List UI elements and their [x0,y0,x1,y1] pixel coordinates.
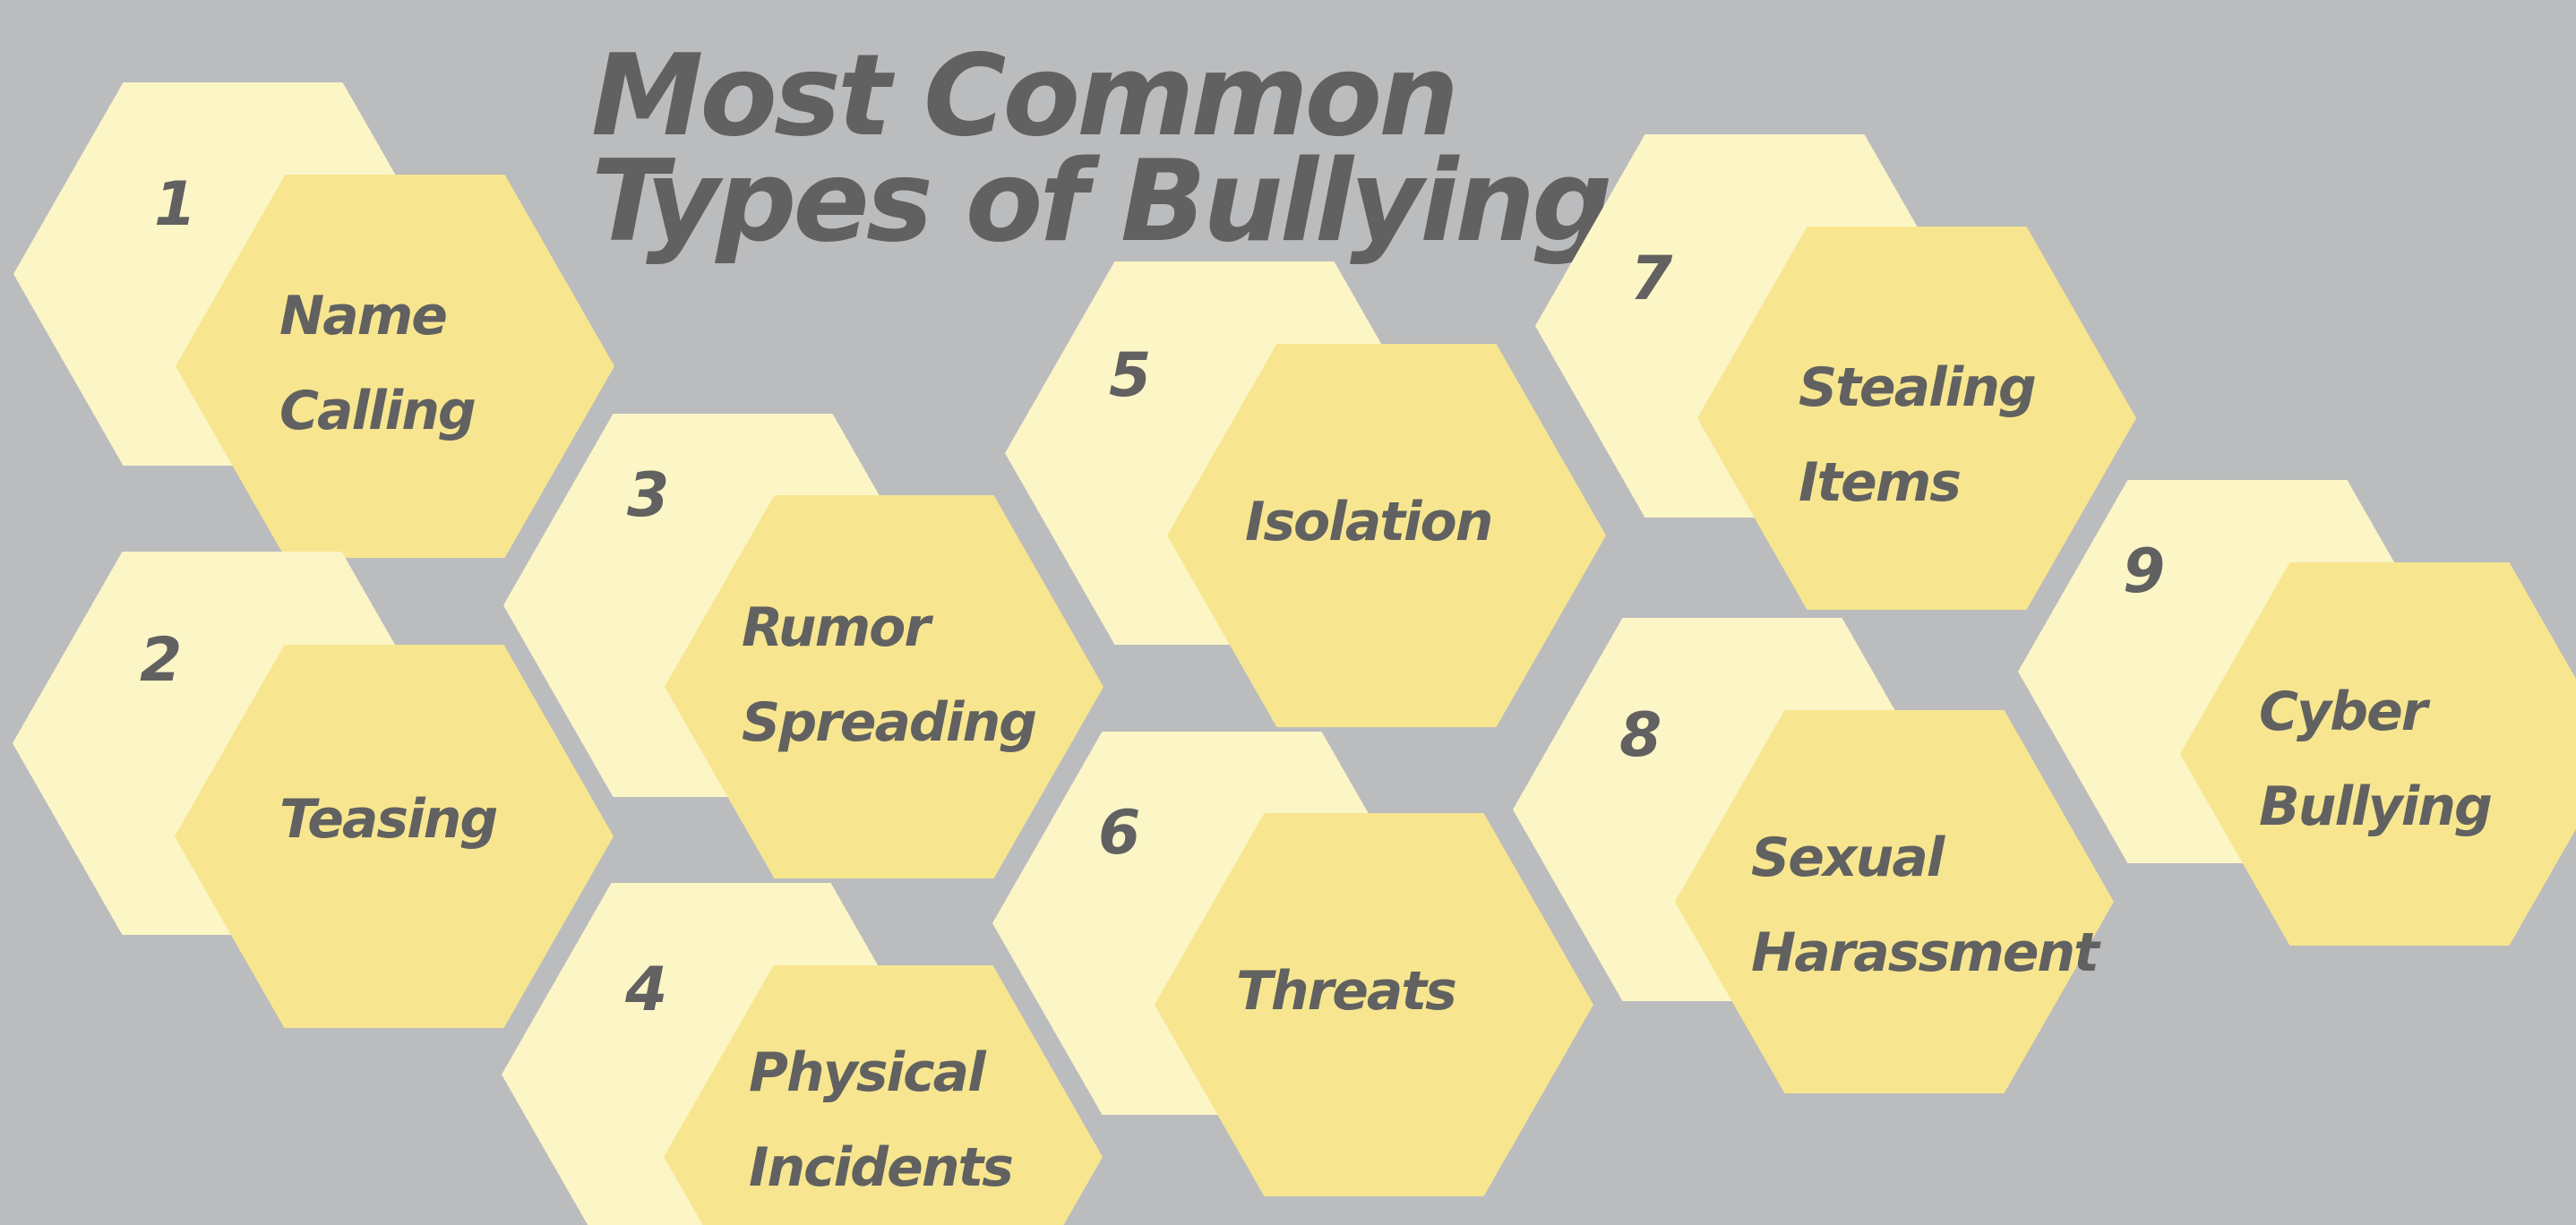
item-label-1: Name Calling [279,285,477,442]
page-title: Most Common Types of Bullying [591,30,1612,267]
item-number-1: 1 [154,169,196,240]
item-number-4: 4 [625,955,667,1025]
item-number-8: 8 [1619,700,1662,771]
item-label-9: Cyber Bullying [2259,681,2493,838]
item-number-7: 7 [1630,244,1672,314]
item-label-7: Stealing Items [1799,356,2037,514]
item-label-3: Rumor Spreading [742,596,1037,754]
title-line-1: Most Common [591,30,1459,161]
item-number-6: 6 [1098,798,1140,869]
item-label-6: Threats [1236,960,1457,1023]
item-label-5: Isolation [1245,491,1493,553]
item-number-2: 2 [140,625,182,696]
item-number-3: 3 [627,460,669,531]
item-label-8: Sexual Harassment [1751,827,2099,984]
item-number-9: 9 [2123,536,2165,607]
item-label-4: Physical Incidents [749,1041,1014,1199]
title-line-2: Types of Bullying [591,135,1612,267]
item-number-5: 5 [1109,340,1151,411]
item-label-2: Teasing [279,788,498,851]
